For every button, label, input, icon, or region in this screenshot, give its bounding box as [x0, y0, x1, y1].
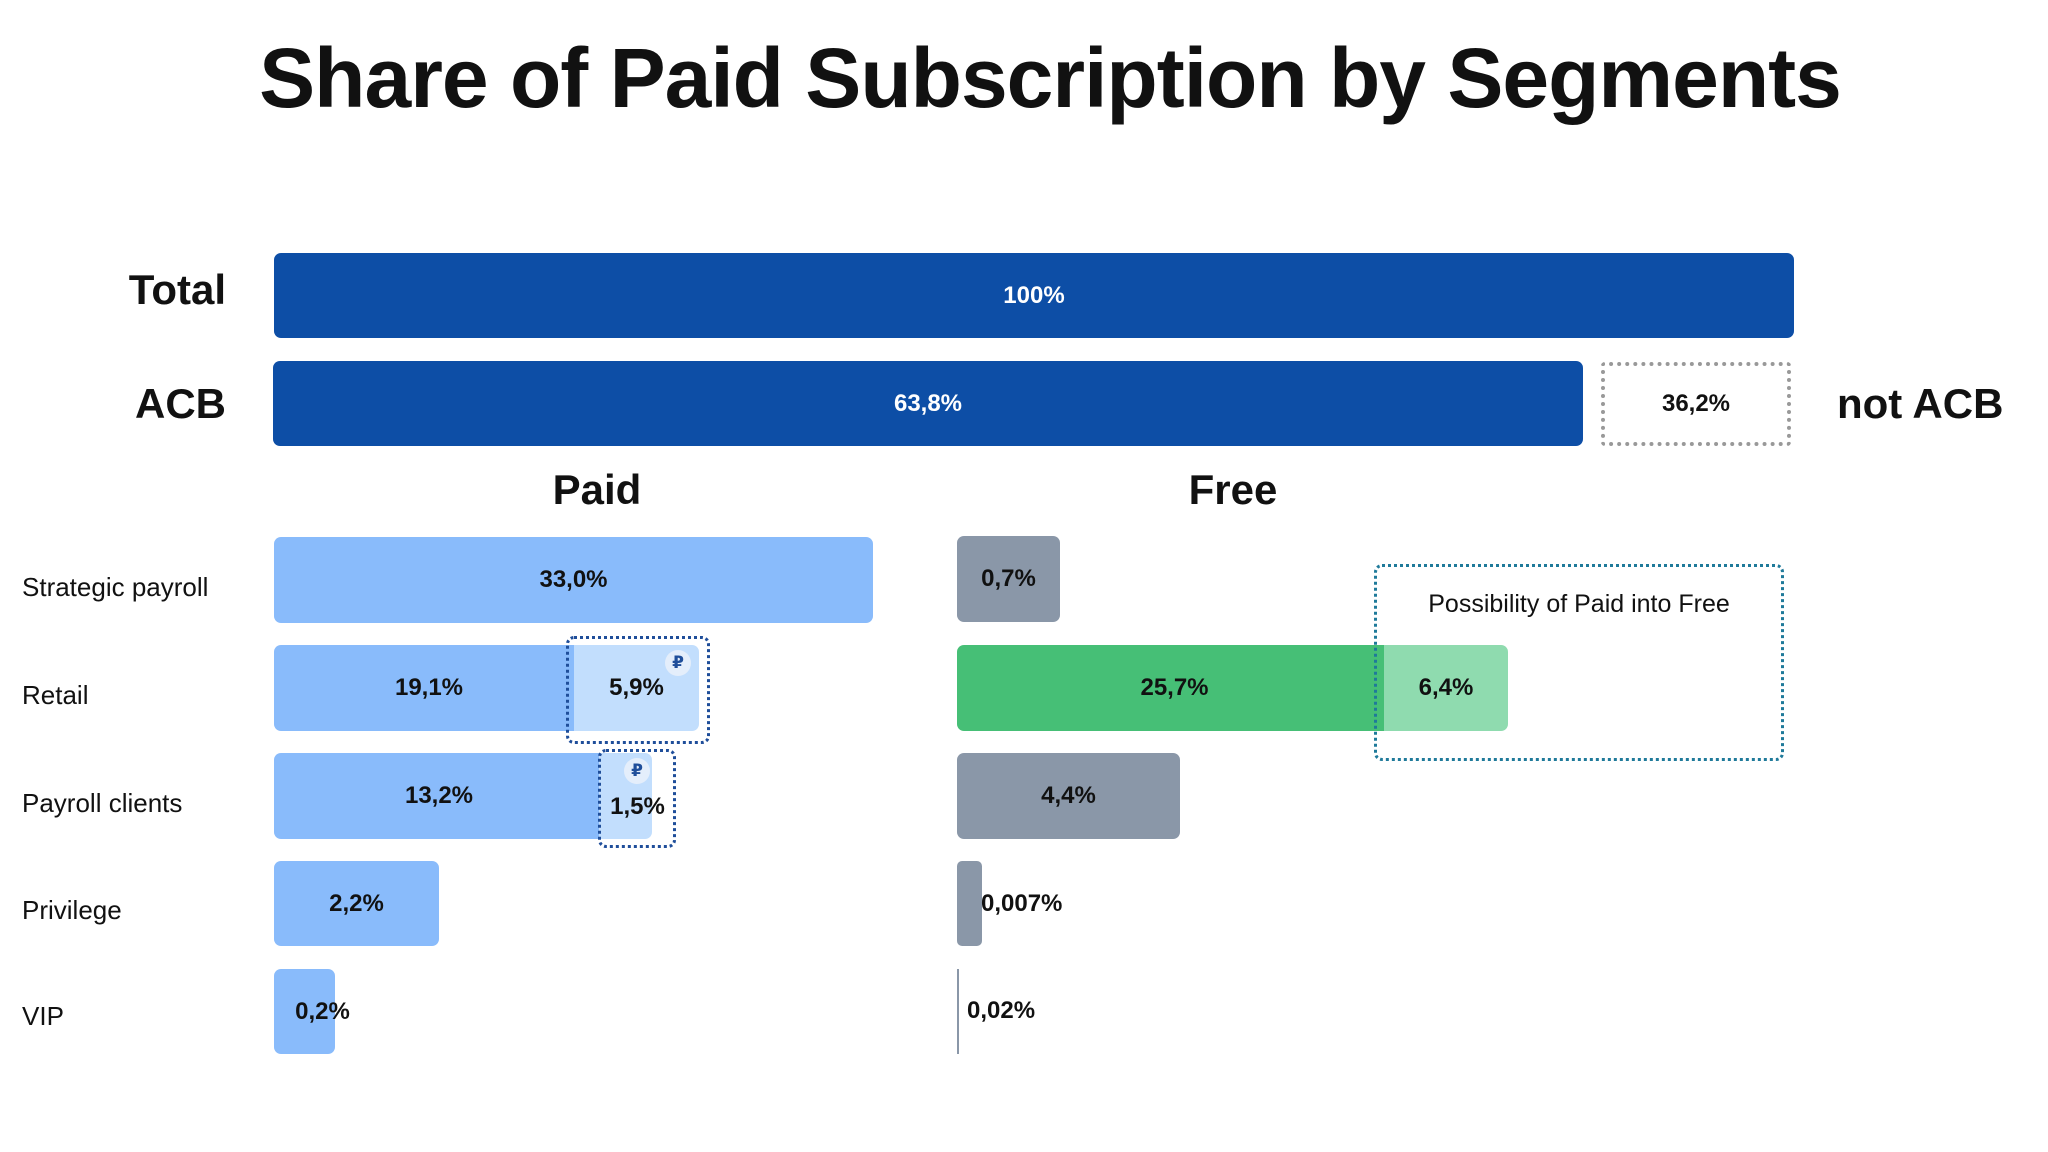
possibility-box	[1374, 564, 1784, 761]
paid-extra-bar: 1,5%	[599, 753, 665, 839]
paid-bar: 13,2%	[274, 753, 604, 839]
not-acb-box: 36,2%	[1601, 362, 1791, 446]
paid-bar: 0,2%	[274, 969, 350, 1054]
total-value: 100%	[1003, 281, 1065, 309]
bar-value: 4,4%	[1041, 782, 1096, 809]
not-acb-label: not ACB	[1837, 380, 2004, 427]
bar-value: 6,4%	[1418, 674, 1474, 701]
total-bar: 100%	[274, 253, 1794, 338]
not-acb-value: 36,2%	[1661, 390, 1731, 417]
free-bar: 25,7%	[957, 645, 1392, 731]
bar-value: 0,02%	[967, 997, 1036, 1024]
bar-value: 19,1%	[394, 674, 464, 701]
acb-bar: 63,8%	[273, 361, 1583, 446]
paid-header: Paid	[552, 466, 642, 513]
bar-value: 33,0%	[539, 566, 608, 593]
bar-value: 2,2%	[329, 889, 384, 917]
paid-extra-highlight	[598, 749, 676, 848]
acb-value: 63,8%	[893, 389, 963, 417]
possibility-label: Possibility of Paid into Free	[1428, 590, 1730, 618]
bar-value: 25,7%	[1140, 674, 1209, 701]
bar-value: 13,2%	[404, 782, 474, 809]
row-label: Strategic payroll	[22, 572, 209, 602]
chart-title: Share of Paid Subscription by Segments	[259, 31, 1842, 125]
bar-value: 1,5%	[610, 793, 665, 820]
free-bar	[957, 969, 959, 1054]
paid-bar: 33,0%	[274, 537, 873, 623]
row-label: Payroll clients	[22, 788, 183, 818]
free-bar: 4,4%	[957, 753, 1180, 839]
free-bar: 0,7%	[957, 536, 1060, 622]
bar-value: 0,7%	[981, 565, 1036, 592]
bar-value: 5,9%	[609, 674, 664, 701]
free-header: Free	[1188, 466, 1278, 513]
row-label: Privilege	[22, 895, 122, 925]
ruble-icon: ₽	[624, 758, 650, 784]
paid-extra-highlight	[566, 636, 710, 744]
paid-bar: 2,2%	[274, 861, 439, 946]
ruble-icon: ₽	[665, 650, 691, 676]
paid-bar: 19,1%	[274, 645, 584, 731]
row-label: VIP	[22, 1001, 64, 1031]
acb-label: ACB	[135, 380, 226, 427]
bar-value: 0,007%	[981, 890, 1063, 917]
free-bar	[957, 861, 982, 946]
total-label: Total	[128, 266, 226, 313]
bar-value: 0,2%	[295, 997, 350, 1025]
row-label: Retail	[22, 680, 89, 710]
possibility-bar: 6,4%	[1384, 645, 1508, 731]
